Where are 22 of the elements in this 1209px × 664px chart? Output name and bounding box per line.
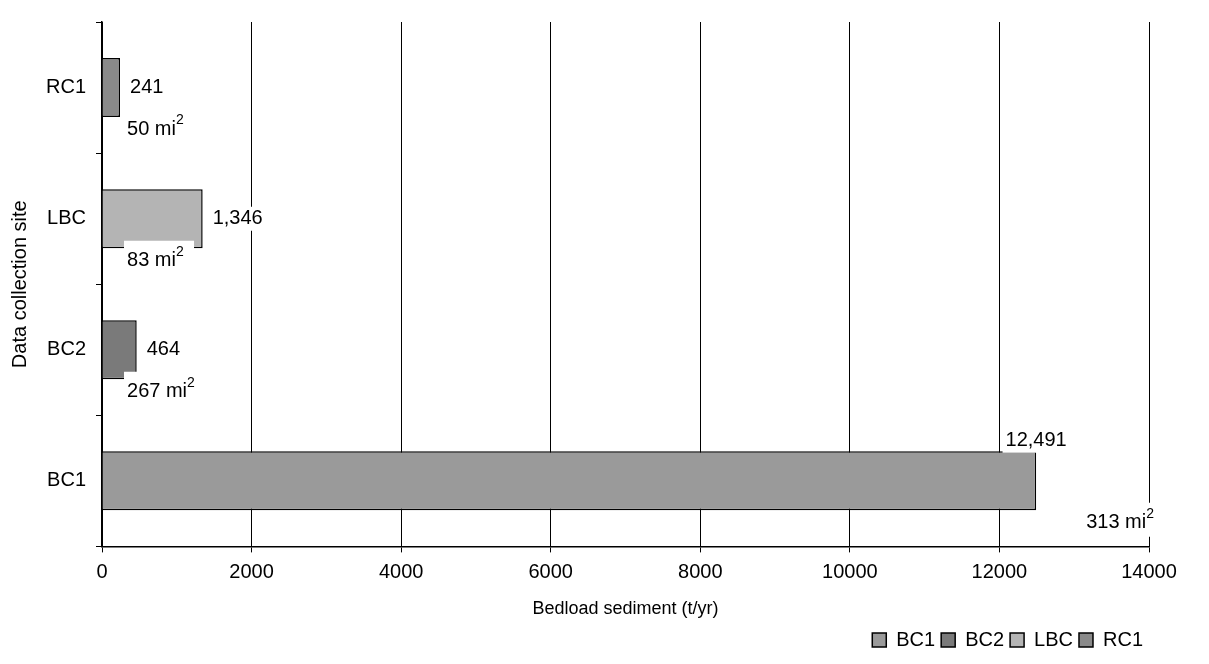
legend-label: LBC bbox=[1034, 627, 1073, 650]
data-label: 464 bbox=[146, 337, 181, 360]
legend-label: RC1 bbox=[1102, 627, 1144, 650]
x-tick-label: 0 bbox=[96, 559, 108, 582]
x-tick-label: 14000 bbox=[1121, 559, 1177, 582]
legend-label: BC1 bbox=[896, 627, 936, 650]
x-tick-label: 8000 bbox=[678, 559, 723, 582]
x-tick-label: 6000 bbox=[528, 559, 573, 582]
y-tick-label: LBC bbox=[47, 206, 87, 229]
x-tick-label: 2000 bbox=[229, 559, 274, 582]
legend-label: BC2 bbox=[965, 627, 1005, 650]
y-tick-label: BC2 bbox=[47, 337, 87, 360]
y-tick-label: RC1 bbox=[45, 75, 87, 98]
y-tick-label: BC1 bbox=[47, 468, 87, 491]
data-label: 1,346 bbox=[212, 206, 263, 229]
data-label: 241 bbox=[130, 75, 164, 98]
x-axis-title: Bedload sediment (t/yr) bbox=[532, 598, 719, 619]
x-tick-label: 4000 bbox=[378, 559, 424, 582]
x-tick-label: 10000 bbox=[822, 559, 878, 582]
x-tick-label: 12000 bbox=[971, 559, 1028, 582]
y-axis-title: Data collection site bbox=[7, 200, 30, 369]
data-label: 12,491 bbox=[1005, 428, 1067, 451]
